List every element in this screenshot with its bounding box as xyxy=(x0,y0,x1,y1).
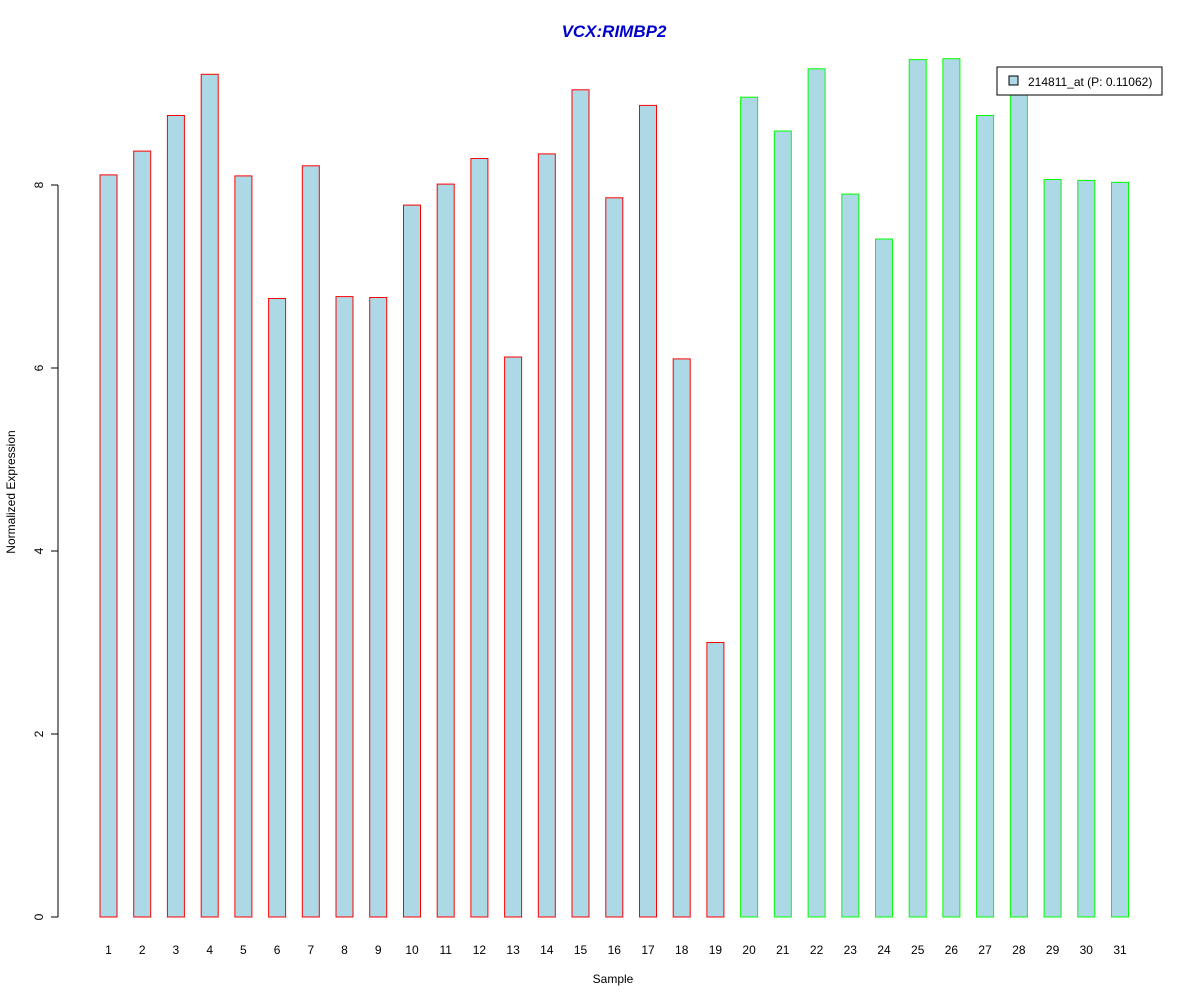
bar-sample-19 xyxy=(706,642,725,918)
x-axis: 1 2 3 4 5 6 7 8 9 10 11 12 13 14 15 16 17 18 19 20 21 22 23 24 2… xyxy=(105,943,1127,957)
bar-sample-1 xyxy=(99,174,118,918)
bar-sample-17 xyxy=(639,104,657,918)
bar-sample-22 xyxy=(807,68,826,918)
bar-sample-2 xyxy=(133,150,152,918)
y-tick-label: 6 xyxy=(32,364,46,371)
bar-sample-23 xyxy=(841,193,860,918)
bar-sample-12 xyxy=(470,158,489,918)
x-tick-label: 31 xyxy=(1113,943,1127,957)
x-tick-label: 19 xyxy=(709,943,723,957)
bar-sample-9 xyxy=(369,297,388,918)
x-tick-label: 8 xyxy=(341,943,348,957)
y-axis-title: Normalized Expression xyxy=(4,430,18,553)
x-tick-label: 22 xyxy=(810,943,824,957)
x-tick-label: 16 xyxy=(608,943,622,957)
x-tick-label: 10 xyxy=(405,943,419,957)
bar-sample-24 xyxy=(875,238,893,918)
x-tick-label: 24 xyxy=(877,943,891,957)
bar-sample-7 xyxy=(301,165,320,918)
bar-sample-5 xyxy=(234,175,253,918)
bar-sample-31 xyxy=(1111,181,1129,918)
chart-title: VCX:RIMBP2 xyxy=(562,22,667,41)
x-tick-label: 28 xyxy=(1012,943,1026,957)
x-tick-label: 14 xyxy=(540,943,554,957)
y-tick-label: 2 xyxy=(32,730,46,737)
y-tick-label: 8 xyxy=(32,181,46,188)
bar-sample-10 xyxy=(403,204,421,918)
x-tick-label: 17 xyxy=(641,943,655,957)
x-tick-label: 11 xyxy=(439,943,452,957)
bar-sample-8 xyxy=(335,296,354,918)
bar-sample-27 xyxy=(976,115,995,918)
bar-sample-3 xyxy=(166,115,185,918)
legend-label: 214811_at (P: 0.11062) xyxy=(1028,75,1152,89)
bar-sample-14 xyxy=(537,153,556,918)
bar-sample-18 xyxy=(672,358,691,918)
x-tick-label: 25 xyxy=(911,943,925,957)
bar-sample-26 xyxy=(942,58,961,918)
x-tick-label: 3 xyxy=(173,943,180,957)
x-tick-label: 21 xyxy=(776,943,790,957)
x-tick-label: 20 xyxy=(742,943,756,957)
x-tick-label: 29 xyxy=(1046,943,1060,957)
bars-group xyxy=(99,58,1129,918)
y-tick-label: 0 xyxy=(32,913,46,920)
x-tick-label: 15 xyxy=(574,943,588,957)
x-tick-label: 12 xyxy=(473,943,487,957)
x-axis-title: Sample xyxy=(593,972,634,986)
bar-sample-4 xyxy=(200,73,219,918)
x-tick-label: 5 xyxy=(240,943,247,957)
bar-sample-29 xyxy=(1043,179,1062,918)
bar-sample-11 xyxy=(436,183,455,918)
y-tick-label: 4 xyxy=(32,547,46,554)
bar-sample-13 xyxy=(504,356,523,918)
x-tick-label: 7 xyxy=(307,943,314,957)
bar-sample-6 xyxy=(268,298,287,918)
x-tick-label: 6 xyxy=(274,943,281,957)
x-tick-label: 27 xyxy=(978,943,992,957)
bar-sample-21 xyxy=(773,130,792,918)
x-tick-label: 4 xyxy=(206,943,213,957)
x-tick-label: 23 xyxy=(844,943,858,957)
x-tick-label: 2 xyxy=(139,943,146,957)
x-tick-label: 18 xyxy=(675,943,689,957)
bar-sample-15 xyxy=(571,89,590,918)
x-tick-label: 26 xyxy=(945,943,959,957)
legend-box xyxy=(996,66,1163,96)
bar-sample-28 xyxy=(1009,88,1028,918)
legend-swatch xyxy=(1008,75,1019,86)
legend: 214811_at (P: 0.11062) xyxy=(996,66,1163,96)
x-tick-label: 9 xyxy=(375,943,382,957)
y-axis: 0 2 4 6 8 xyxy=(32,181,59,920)
x-tick-label: 30 xyxy=(1080,943,1094,957)
bar-sample-25 xyxy=(908,59,927,918)
bar-sample-20 xyxy=(740,96,759,918)
bar-sample-16 xyxy=(605,197,624,918)
x-tick-label: 13 xyxy=(506,943,520,957)
bar-sample-30 xyxy=(1077,179,1096,918)
x-tick-label: 1 xyxy=(105,943,112,957)
